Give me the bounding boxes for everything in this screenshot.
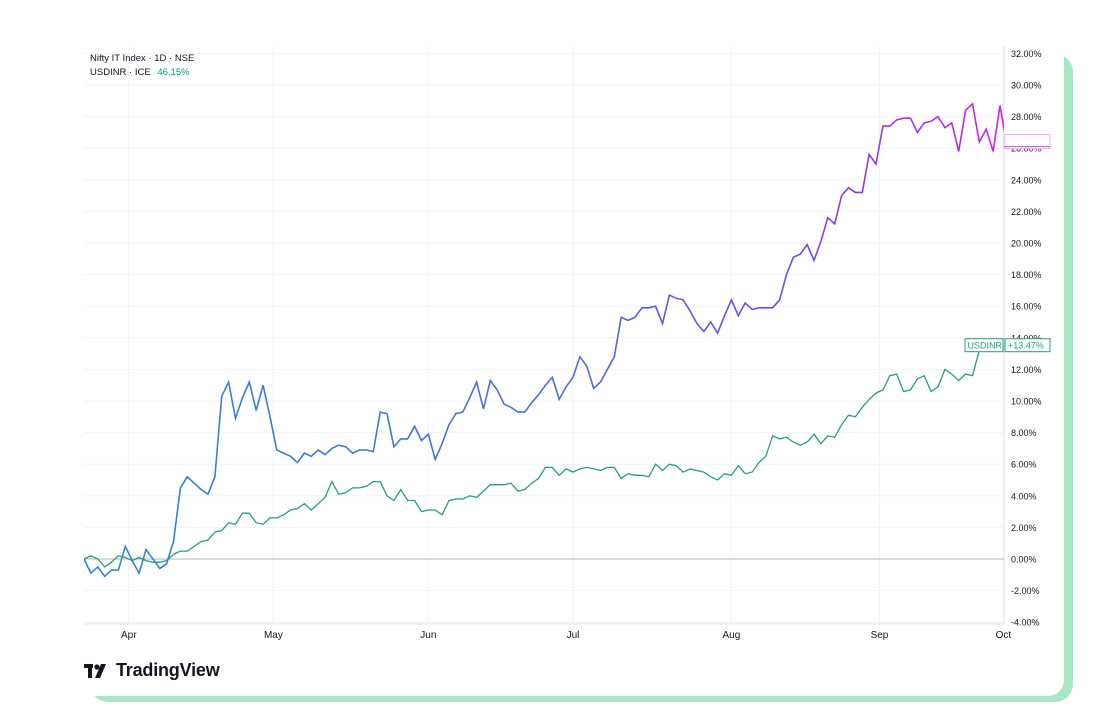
usdinr-tag-name: USDINR (968, 341, 1003, 351)
series-line-nifty-it[interactable] (84, 102, 1021, 578)
y-tick-label: -4.00% (1011, 618, 1040, 628)
series-line-usdinr[interactable] (84, 345, 987, 568)
y-tick-label: 22.00% (1011, 207, 1042, 217)
x-axis-ticks: Apr May Jun Jul Aug Sep Oct (121, 630, 1011, 641)
nifty-marker-box (1003, 134, 1051, 150)
y-tick-label: 10.00% (1011, 397, 1042, 407)
y-tick-label: 2.00% (1011, 523, 1037, 533)
x-tick-label-apr: Apr (121, 630, 137, 641)
y-tick-label: 30.00% (1011, 81, 1042, 91)
x-tick-label-aug: Aug (723, 630, 741, 641)
usdinr-tag-value-box (1004, 338, 1051, 353)
y-tick-label: 6.00% (1011, 460, 1037, 470)
legend-compare-text: USDINR · ICE (90, 67, 151, 78)
legend-compare-value: 46.15% (157, 67, 190, 78)
y-tick-label: 4.00% (1011, 491, 1037, 501)
y-tick-label: 12.00% (1011, 365, 1042, 375)
y-tick-label: 16.00% (1011, 302, 1042, 312)
legend-main-text: Nifty IT Index · 1D · NSE (90, 53, 195, 64)
x-tick-label-jun: Jun (420, 630, 436, 641)
legend-compare-symbol[interactable]: USDINR · ICE 46.15% (90, 66, 194, 80)
x-tick-label-oct: Oct (996, 630, 1012, 641)
x-tick-label-may: May (264, 630, 283, 641)
grid-lines (84, 46, 1004, 624)
tradingview-brand[interactable]: TradingView (84, 660, 220, 681)
tradingview-logo-icon (84, 663, 106, 678)
brand-name: TradingView (116, 660, 220, 680)
y-axis-ticks: 32.00%30.00%28.00%26.00%24.00%22.00%20.0… (1011, 49, 1042, 628)
y-tick-label: 18.00% (1011, 270, 1042, 280)
chart-legend: Nifty IT Index · 1D · NSE USDINR · ICE 4… (90, 52, 194, 80)
legend-main-symbol[interactable]: Nifty IT Index · 1D · NSE (90, 52, 194, 66)
chart-card (60, 26, 1064, 696)
y-tick-label: 28.00% (1011, 112, 1042, 122)
x-tick-label-jul: Jul (567, 630, 580, 641)
usdinr-tag-name-box (964, 338, 1004, 353)
nifty-last-value-marker (1003, 134, 1051, 150)
y-tick-label: 0.00% (1011, 555, 1037, 565)
y-tick-label: 20.00% (1011, 239, 1042, 249)
y-tick-label: 32.00% (1011, 49, 1042, 59)
usdinr-price-tag: USDINR +13.47% (964, 338, 1051, 353)
usdinr-tag-value: +13.47% (1008, 341, 1044, 351)
y-tick-label: 24.00% (1011, 175, 1042, 185)
y-tick-label: 8.00% (1011, 428, 1037, 438)
x-tick-label-sep: Sep (871, 630, 889, 641)
y-tick-label: -2.00% (1011, 586, 1040, 596)
